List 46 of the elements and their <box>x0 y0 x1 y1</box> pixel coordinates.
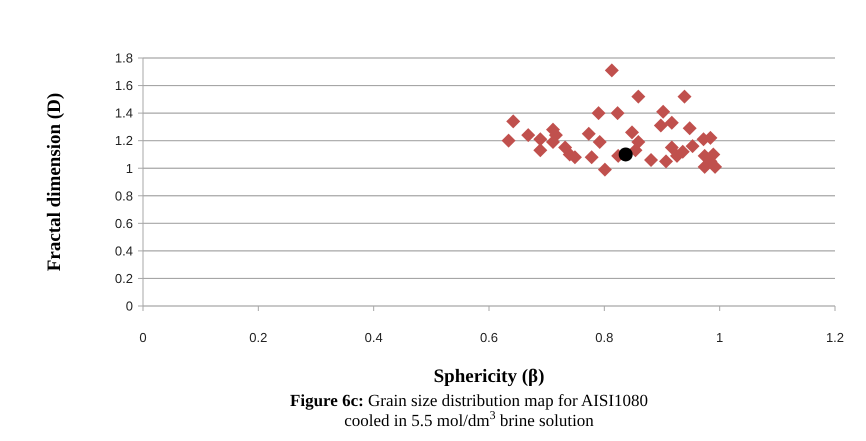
point <box>533 132 548 146</box>
y-tick-label: 0.4 <box>114 243 133 258</box>
point <box>631 90 646 104</box>
point <box>546 135 560 150</box>
point <box>618 147 633 162</box>
point <box>659 154 674 168</box>
point <box>625 125 640 140</box>
point <box>584 150 599 164</box>
point <box>654 118 668 133</box>
point <box>664 140 679 155</box>
point <box>502 134 516 148</box>
point <box>677 90 692 104</box>
x-tick-label: 0.4 <box>364 330 383 345</box>
y-tick-label: 1.4 <box>114 106 133 121</box>
y-tick-label: 1.8 <box>114 50 133 66</box>
point <box>682 121 697 136</box>
point <box>656 104 670 119</box>
y-tick-label: 0.6 <box>114 216 133 231</box>
y-axis-title: Fractal dimension (D) <box>44 92 65 272</box>
point <box>644 152 658 167</box>
point <box>686 139 700 154</box>
x-tick-label: 0.8 <box>595 330 614 345</box>
x-tick-label: 1 <box>716 330 724 345</box>
point <box>664 116 679 130</box>
point <box>592 135 607 150</box>
y-tick-label: 1.6 <box>114 78 133 94</box>
y-tick-label: 0.2 <box>114 270 133 286</box>
x-tick-label: 0.6 <box>480 330 498 345</box>
point <box>598 162 612 177</box>
point <box>610 106 625 120</box>
x-axis-title: Sphericity (β) <box>434 366 544 387</box>
point <box>533 143 548 158</box>
x-tick-label: 1.2 <box>826 330 844 345</box>
point <box>582 126 596 141</box>
y-tick-label: 1 <box>126 160 133 176</box>
point <box>604 63 619 78</box>
point <box>592 106 606 120</box>
y-tick-label: 1.2 <box>114 133 133 148</box>
y-tick-label: 0.8 <box>114 188 133 204</box>
y-tick-label: 0 <box>126 298 133 314</box>
x-tick-label: 0.2 <box>249 330 268 345</box>
point <box>521 128 536 142</box>
x-tick-label: 0 <box>139 330 147 345</box>
point <box>676 144 690 159</box>
caption: Figure 6c: Grain size distribution map for AISI1080 <box>290 391 648 410</box>
point <box>506 114 520 128</box>
